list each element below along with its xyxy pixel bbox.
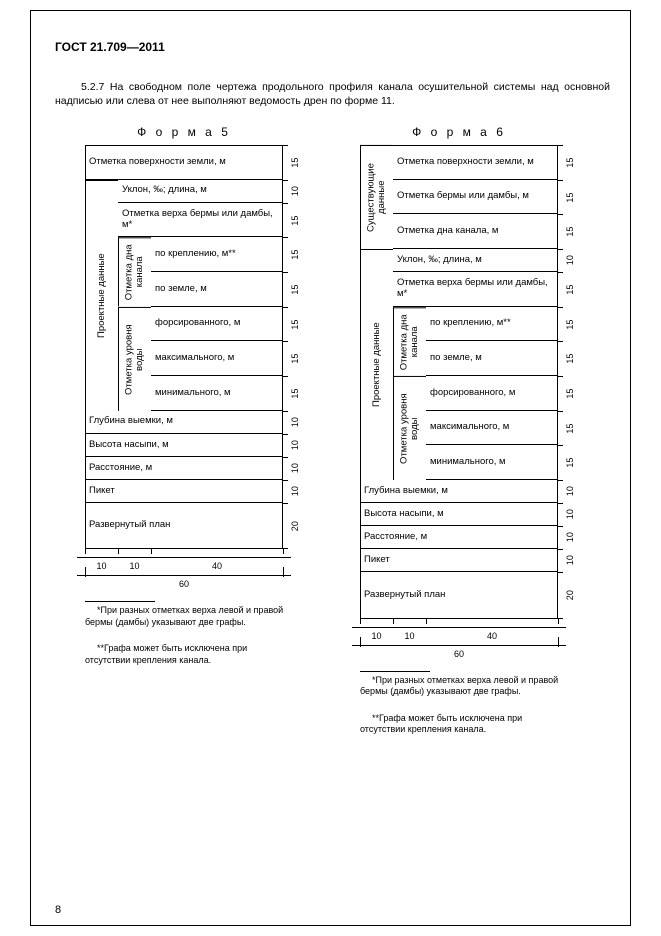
footnote-2: **Графа может быть исключена при отсутст… [360,713,560,736]
dim-right: 10 [289,180,301,203]
row-11: Пикет [85,480,283,503]
dim-right: 10 [564,480,576,503]
dim-right: 10 [564,526,576,549]
group-bottom: Отметка дна канала [118,237,151,306]
dim-right: 15 [289,272,301,307]
dim-right: 15 [564,214,576,249]
dim-right: 15 [564,411,576,446]
row-3: по креплению, м** [151,237,283,272]
dim-right: 15 [564,445,576,480]
group-bottom: Отметка дна канала [393,307,426,376]
dim-right: 15 [564,376,576,411]
dim-bottom: 40 [426,630,558,642]
dim-right: 15 [289,341,301,376]
footnote-2: **Графа может быть исключена при отсутст… [85,643,285,666]
row-0: Отметка поверхности земли, м [85,145,283,180]
row-12: Расстояние, м [360,526,558,549]
row-2: Отметка верха бермы или дамбы, м* [118,203,283,238]
dim-bottom: 10 [393,630,426,642]
row-12: Развернутый план [85,503,283,549]
row-4: по земле, м [151,272,283,307]
group-project: Проектные данные [85,180,118,411]
dim-right: 10 [564,249,576,272]
dim-right: 10 [289,411,301,434]
row-13: Пикет [360,549,558,572]
dim-bottom: 10 [118,560,151,572]
row-5: форсированного, м [151,307,283,342]
row-7: форсированного, м [426,376,558,411]
dim-right: 15 [289,203,301,238]
dim-right: 20 [289,503,301,549]
row-10: Глубина выемки, м [360,480,558,503]
row-9: Высота насыпи, м [85,434,283,457]
dim-right: 10 [289,457,301,480]
row-1: Отметка бермы или дамбы, м [393,180,558,215]
dim-right: 15 [564,180,576,215]
row-10: Расстояние, м [85,457,283,480]
dim-total: 60 [85,578,283,590]
dim-right: 10 [289,480,301,503]
paragraph: 5.2.7 На свободном поле чертежа продольн… [55,80,610,108]
dim-bottom: 40 [151,560,283,572]
dim-right: 15 [289,376,301,411]
footnote-1: *При разных отметках верха левой и право… [360,675,560,698]
row-4: Отметка верха бермы или дамбы, м* [393,272,558,307]
row-5: по креплению, м** [426,307,558,342]
dim-total: 60 [360,648,558,660]
paragraph-text: 5.2.7 На свободном поле чертежа продольн… [55,81,610,107]
row-11: Высота насыпи, м [360,503,558,526]
row-6: по земле, м [426,341,558,376]
dim-right: 15 [289,237,301,272]
form-5-title: Ф о р м а 5 [85,125,283,139]
dim-right: 15 [564,307,576,342]
row-7: минимального, м [151,376,283,411]
dim-right: 15 [564,272,576,307]
group-existing: Существующие данные [360,145,393,249]
dim-right: 15 [289,307,301,342]
row-2: Отметка дна канала, м [393,214,558,249]
group-project: Проектные данные [360,249,393,480]
row-8: Глубина выемки, м [85,411,283,434]
dim-right: 10 [289,434,301,457]
row-1: Уклон, ‰; длина, м [118,180,283,203]
group-level: Отметка уровня воды [393,376,426,480]
dim-right: 20 [564,572,576,618]
row-8: максимального, м [426,411,558,446]
row-14: Развернутый план [360,572,558,618]
dim-bottom: 10 [360,630,393,642]
dim-right: 10 [564,503,576,526]
dim-bottom: 10 [85,560,118,572]
row-0: Отметка поверхности земли, м [393,145,558,180]
form-6-title: Ф о р м а 6 [360,125,558,139]
dim-right: 15 [564,341,576,376]
row-6: максимального, м [151,341,283,376]
dim-right: 15 [564,145,576,180]
footnote-1: *При разных отметках верха левой и право… [85,605,285,628]
document-header: ГОСТ 21.709—2011 [55,40,165,54]
row-9: минимального, м [426,445,558,480]
row-3: Уклон, ‰; длина, м [393,249,558,272]
page-number: 8 [55,904,61,916]
group-level: Отметка уровня воды [118,307,151,411]
dim-right: 10 [564,549,576,572]
dim-right: 15 [289,145,301,180]
